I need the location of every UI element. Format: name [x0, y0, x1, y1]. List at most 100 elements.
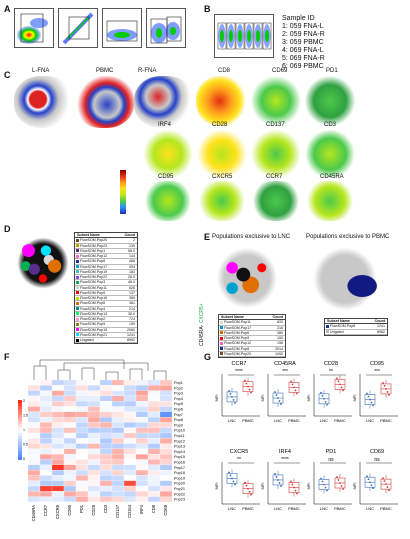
x-axis-label: LNC: [320, 418, 328, 423]
color-swatch: [220, 326, 223, 330]
heatmap-cell: [111, 411, 125, 418]
boxplot-title: IRF4: [279, 449, 291, 455]
heatmap-cell: [147, 427, 161, 434]
subset-name: FlowSOM.Pop8: [80, 259, 106, 264]
subset-name: FlowSOM.Pop9: [80, 290, 106, 295]
heatmap-cell: [39, 432, 53, 439]
heatmap-cell: [147, 422, 161, 428]
marker-label: PD1: [326, 68, 338, 74]
boxplot-cd45ra: CD45RA *** MFI LNC PBMC: [260, 361, 306, 423]
column-label: CD69: [163, 504, 168, 515]
marker-label: CCR7: [266, 174, 283, 180]
row-label: Pop21: [174, 487, 185, 491]
table-row: FlowSOM.Pop12 144: [75, 254, 137, 260]
color-swatch: [220, 336, 223, 340]
heatmap-cell: [75, 406, 89, 412]
heatmap-cell: [147, 485, 161, 492]
subset-name: FlowSOM.Pop6: [224, 330, 250, 335]
heatmap-cell: [75, 443, 89, 449]
heatmap-cell: [147, 432, 161, 439]
gating-plot-1: [14, 8, 54, 48]
heatmap-cell: [159, 411, 173, 418]
color-swatch: [76, 280, 79, 284]
heatmap-cell: [63, 464, 77, 471]
heatmap-cell: [135, 491, 149, 497]
heatmap-cell: [87, 416, 101, 423]
heatmap-cell: [63, 432, 77, 439]
tsne-map-cd8: [196, 76, 248, 126]
heatmap-cell: [63, 491, 77, 497]
row-label: Pop14: [174, 450, 185, 454]
heatmap-cell: [51, 379, 65, 386]
heatmap-cell: [135, 401, 149, 407]
heatmap-cell: [111, 464, 125, 471]
subset-count: 2: [133, 238, 135, 243]
sample-id-violin-plot: [214, 14, 274, 58]
heatmap-cell: [147, 390, 161, 396]
marker-label: IRF4: [158, 122, 172, 128]
heatmap-cell: [135, 454, 149, 460]
gating-plot-2: [58, 8, 98, 48]
y-axis-label: MFI: [352, 483, 357, 490]
marker-label: CXCR5: [212, 174, 233, 180]
x-axis-label: PBMC: [380, 418, 392, 423]
table-row: FlowSOM.Pop9 153: [219, 336, 285, 342]
heatmap-cell: [27, 411, 41, 418]
heatmap-cell: [147, 438, 161, 444]
color-swatch: [76, 259, 79, 263]
heatmap-cell: [63, 480, 77, 487]
heatmap-cell: [111, 469, 125, 476]
heatmap-cell: [123, 464, 137, 471]
heatmap-cell: [135, 390, 149, 396]
table-row: FlowSOM.Pop16 369: [75, 296, 137, 302]
row-label: Pop23: [174, 498, 185, 502]
heatmap-cell: [99, 448, 113, 455]
significance-label: ***: [282, 369, 288, 375]
heatmap-cell: [147, 464, 161, 471]
heatmap-cell: [111, 485, 125, 492]
heatmap-cell: [39, 379, 53, 386]
heatmap-cell: [159, 422, 173, 428]
heatmap-cell: [63, 469, 77, 476]
subset-name: FlowSOM.Pop9: [224, 336, 250, 340]
heatmap-cell: [75, 411, 89, 418]
table-row: Ungated 8952: [75, 338, 137, 344]
tsne-map-cd137: [250, 130, 302, 178]
color-swatch: [76, 296, 79, 300]
marker-label: CD45RA: [320, 174, 344, 180]
subset-count: 8952: [377, 329, 385, 334]
subset-count: 466: [129, 259, 135, 264]
row-label: Pop6: [174, 408, 183, 412]
boxplot-ccr7: CCR7 **** MFI LNC PBMC: [214, 361, 260, 423]
heatmap-cell: [63, 475, 77, 481]
x-axis-label: PBMC: [288, 418, 300, 423]
heatmap-cell: [123, 443, 137, 449]
lnc-subset-table: Subset Name Count FlowSOM.Pop11 833 FlowSOM…: [218, 314, 286, 358]
color-swatch: [220, 341, 223, 345]
heatmap-cell: [87, 464, 101, 471]
heatmap-cell: [39, 395, 53, 402]
table-header: Subset Name Count: [325, 319, 387, 325]
column-label: CD137: [115, 504, 120, 518]
table-row: FlowSOM.Pop22 28.0: [75, 275, 137, 281]
color-swatch: [76, 317, 79, 321]
table-row: FlowSOM.Pop8 466: [75, 259, 137, 265]
heatmap-cell: [51, 454, 65, 460]
violin-gate: [226, 22, 236, 50]
tsne-map-r-fna: [134, 76, 194, 128]
subset-name: FlowSOM.Pop23: [80, 243, 108, 248]
panel-a-gating-plots: [14, 8, 190, 52]
heatmap-cell: [99, 459, 113, 465]
heatmap-cell: [39, 469, 53, 476]
heatmap-cell: [159, 427, 173, 434]
subset-name: FlowSOM.Pop5: [80, 322, 106, 327]
heatmap-cell: [63, 406, 77, 412]
boxplot-cxcr5: CXCR5 ** MFI LNC PBMC: [214, 449, 260, 511]
heatmap-cell: [159, 395, 173, 402]
color-swatch: [76, 322, 79, 326]
heatmap-cell: [147, 448, 161, 455]
subset-name: FlowSOM.Pop8: [224, 346, 250, 351]
flowsom-cluster-map: [14, 232, 72, 294]
subset-count: 183: [129, 269, 135, 274]
heatmap-cell: [87, 385, 101, 391]
